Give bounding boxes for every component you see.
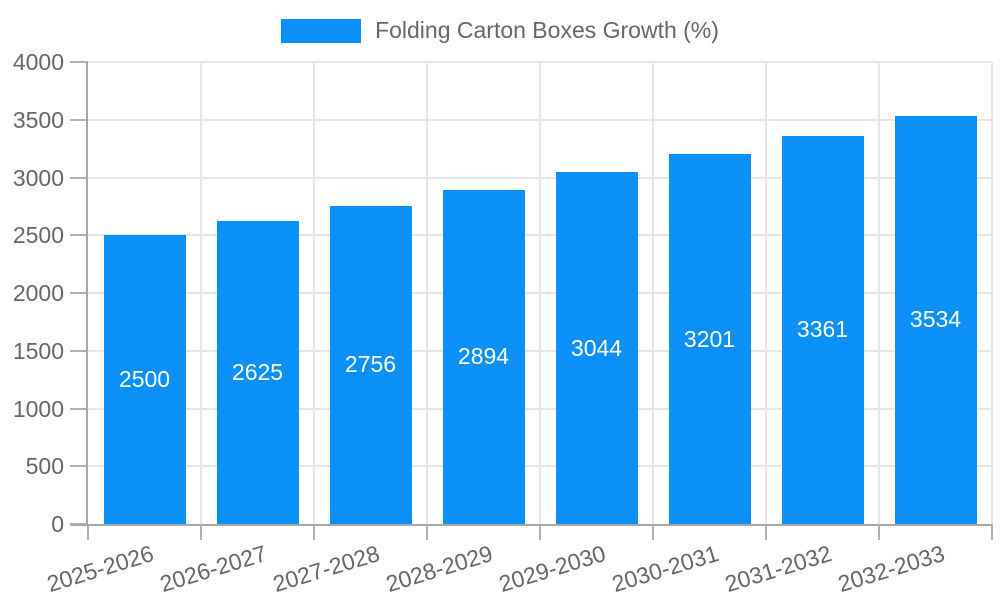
x-tick-mark <box>539 524 541 540</box>
y-tick-label: 1000 <box>12 395 64 422</box>
gridline-vertical <box>765 62 767 524</box>
x-tick-mark <box>426 524 428 540</box>
bar-2032-2033[interactable]: 3534 <box>894 115 977 524</box>
bar-2028-2029[interactable]: 2894 <box>442 189 525 524</box>
y-tick-mark <box>70 176 88 179</box>
x-tick-mark <box>765 524 767 540</box>
bar-value-label: 2894 <box>457 343 510 370</box>
x-tick-mark <box>991 524 993 540</box>
bar-value-label: 3534 <box>909 306 962 333</box>
y-tick-mark <box>70 349 88 352</box>
bar-2027-2028[interactable]: 2756 <box>329 205 412 524</box>
x-tick-mark <box>87 524 89 540</box>
bar-2031-2032[interactable]: 3361 <box>781 135 864 524</box>
x-tick-mark <box>878 524 880 540</box>
bar-2030-2031[interactable]: 3201 <box>668 154 751 524</box>
legend-label: Folding Carton Boxes Growth (%) <box>375 17 719 43</box>
y-tick-label: 3500 <box>12 106 64 133</box>
bar-2025-2026[interactable]: 2500 <box>103 235 186 524</box>
bar-2029-2030[interactable]: 3044 <box>555 172 638 524</box>
y-tick-mark <box>70 61 88 63</box>
x-tick-mark <box>200 524 202 540</box>
gridline-vertical <box>200 62 202 524</box>
gridline-vertical <box>878 62 880 524</box>
legend-swatch <box>281 18 362 43</box>
legend-item[interactable]: Folding Carton Boxes Growth (%) <box>0 17 1000 44</box>
y-tick-label: 2000 <box>12 280 64 306</box>
bar-value-label: 2500 <box>118 366 171 393</box>
gridline-vertical <box>539 62 541 524</box>
y-tick-label: 0 <box>51 511 64 537</box>
y-tick-mark <box>70 234 88 237</box>
gridline-vertical <box>426 62 428 524</box>
gridline-vertical <box>313 62 315 524</box>
bar-value-label: 2756 <box>344 351 397 378</box>
y-axis-line <box>86 62 88 524</box>
x-axis-line <box>70 524 992 526</box>
bar-value-label: 3201 <box>683 325 736 352</box>
bar-value-label: 2625 <box>231 358 284 385</box>
y-tick-label: 500 <box>25 453 64 480</box>
y-tick-label: 1500 <box>12 337 64 364</box>
y-tick-label: 2500 <box>12 222 64 249</box>
x-tick-mark <box>313 524 315 540</box>
gridline-vertical <box>652 62 654 524</box>
bar-2026-2027[interactable]: 2625 <box>216 220 299 524</box>
y-tick-label: 4000 <box>12 49 64 75</box>
y-tick-label: 3000 <box>12 164 64 191</box>
y-tick-mark <box>70 118 88 121</box>
x-tick-mark <box>652 524 654 540</box>
gridline-vertical <box>991 62 993 524</box>
y-tick-mark <box>70 465 88 468</box>
bar-value-label: 3361 <box>796 316 849 343</box>
y-tick-mark <box>70 292 88 294</box>
bar-value-label: 3044 <box>570 334 623 361</box>
y-tick-mark <box>70 407 88 410</box>
